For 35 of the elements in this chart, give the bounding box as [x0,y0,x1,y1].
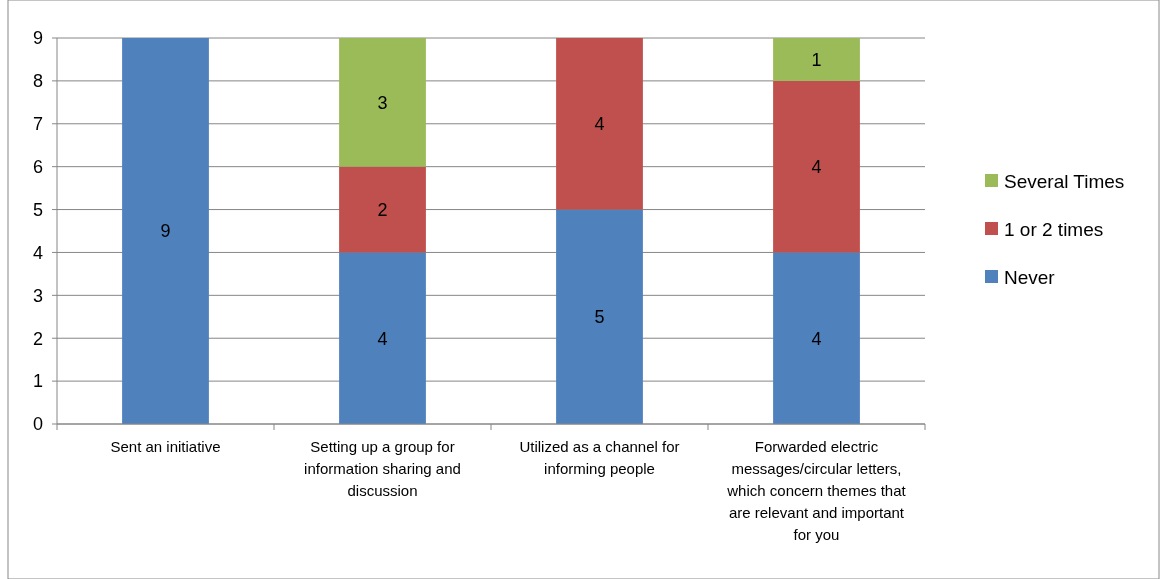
bar [773,252,860,424]
legend-label: Several Times [1004,170,1125,192]
y-tick-label: 8 [32,71,43,92]
y-tick-label: 7 [32,114,43,135]
data-label: 4 [594,114,605,135]
bar [773,80,860,253]
y-tick-label: 6 [32,156,43,177]
data-label: 4 [811,328,822,349]
data-label: 1 [811,49,822,70]
x-tick-label: Sent an initiative [110,438,221,455]
bar [773,38,860,81]
x-tick-label: Setting up a group for information sharing and discussion [304,438,461,499]
bar [339,38,426,167]
y-tick-label: 4 [32,242,43,263]
x-tick-label: Forwarded electric messages/circular letters, which concern themes that are relevant and important for you [726,438,907,543]
bar [339,166,426,253]
y-tick-label: 9 [32,28,43,49]
data-label: 4 [377,328,388,349]
bar [556,38,643,210]
y-tick-label: 3 [32,285,43,306]
legend-label: Never [1004,266,1056,288]
data-label: 4 [811,156,822,177]
data-label: 2 [377,199,388,220]
y-tick-label: 0 [32,414,43,435]
y-tick-label: 2 [32,328,43,349]
data-label: 5 [594,307,605,328]
y-tick-label: 1 [32,371,43,392]
legend-label: 1 or 2 times [1004,218,1104,240]
data-label: 9 [160,221,171,242]
data-label: 3 [377,92,388,113]
x-tick-label: Utilized as a channel for informing people [519,438,680,477]
bar [122,38,209,424]
bar [339,252,426,424]
bar [556,209,643,424]
y-tick-label: 5 [32,199,43,220]
